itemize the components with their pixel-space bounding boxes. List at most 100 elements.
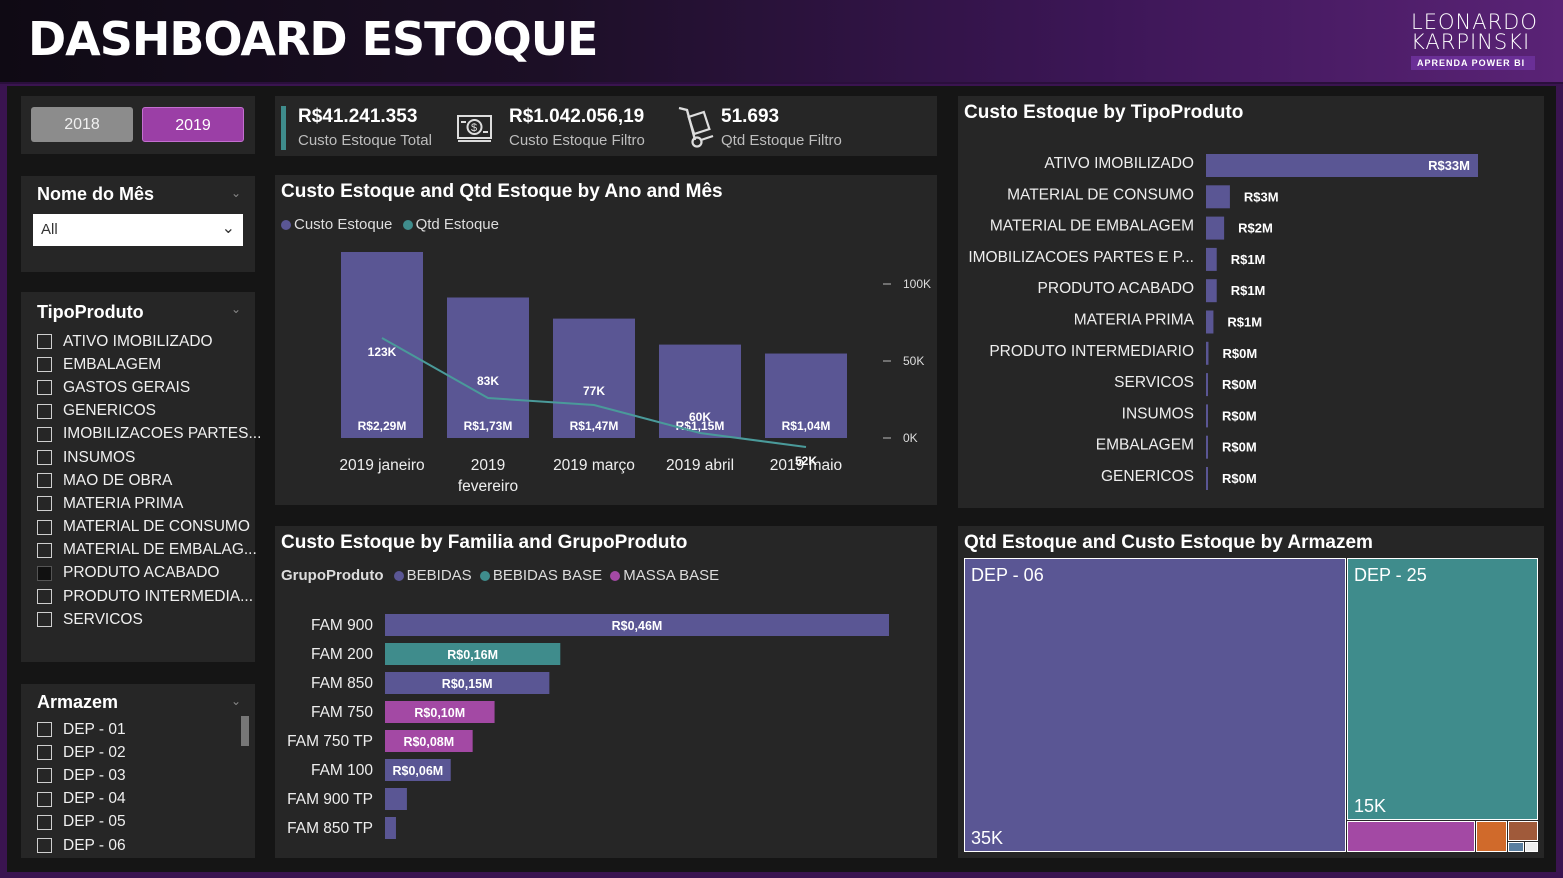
checkbox[interactable] <box>37 403 52 419</box>
checkbox-item[interactable]: DEP - 06 <box>37 834 126 857</box>
kpi-accent-bar <box>281 106 286 150</box>
checkbox-item[interactable]: MATERIAL DE EMBALAG... <box>37 539 261 562</box>
checkbox-item[interactable]: ATIVO IMOBILIZADO <box>37 330 261 353</box>
category-label: SERVICOS <box>1114 374 1194 391</box>
treemap-tile-small[interactable] <box>1508 842 1524 852</box>
checkbox-item[interactable]: MATERIAL DE CONSUMO <box>37 516 261 539</box>
armazem-scrollbar[interactable] <box>241 716 249 746</box>
category-label: EMBALAGEM <box>1096 437 1194 454</box>
checkbox-label: SERVICOS <box>63 610 143 628</box>
checkbox[interactable] <box>37 334 52 350</box>
checkbox-item[interactable]: EMBALAGEM <box>37 353 261 376</box>
line-data-label: 123K <box>368 345 397 359</box>
line-data-label: 52K <box>795 454 817 468</box>
treemap-tile-dep-06[interactable]: DEP - 06 35K <box>964 558 1346 852</box>
checkbox[interactable] <box>37 745 52 761</box>
month-dropdown[interactable]: All ⌄ <box>33 214 243 246</box>
bar-custo-estoque <box>553 318 635 438</box>
category-label: FAM 850 <box>311 675 373 692</box>
checkbox-item[interactable]: GASTOS GERAIS <box>37 376 261 399</box>
year-button-2018[interactable]: 2018 <box>31 107 133 142</box>
bar-tipoproduto <box>1206 404 1208 428</box>
kpi-qty-label: Qtd Estoque Filtro <box>721 132 842 149</box>
bar-tipoproduto <box>1206 216 1225 240</box>
checkbox-label: IMOBILIZACOES PARTES... <box>63 425 262 443</box>
collapse-chevron-icon[interactable]: ⌄ <box>230 694 241 708</box>
bar-data-label: R$0M <box>1222 471 1257 486</box>
category-label: MATERIA PRIMA <box>1074 312 1195 329</box>
collapse-chevron-icon[interactable]: ⌄ <box>230 302 241 316</box>
checkbox[interactable] <box>37 542 52 558</box>
tipoproduto-slicer: TipoProduto ⌄ ATIVO IMOBILIZADO EMBALAGEM… <box>21 292 261 662</box>
checkbox-item[interactable]: DEP - 03 <box>37 764 126 787</box>
tipoproduto-chart-plot: ATIVO IMOBILIZADO R$33M MATERIAL DE CONSUM… <box>968 154 1478 490</box>
category-label: IMOBILIZACOES PARTES E P... <box>968 249 1194 266</box>
legend-item-custo[interactable]: Custo Estoque <box>281 216 392 233</box>
checkbox[interactable] <box>37 426 52 442</box>
month-slicer-title: Nome do Mês <box>37 184 155 204</box>
logo-line-1: LEONARDO <box>1411 10 1538 34</box>
checkbox[interactable] <box>37 519 52 535</box>
checkbox-item[interactable]: IMOBILIZACOES PARTES... <box>37 423 261 446</box>
checkbox-item[interactable]: DEP - 05 <box>37 811 126 834</box>
treemap-tile-dep-25[interactable]: DEP - 25 15K <box>1347 558 1538 820</box>
checkbox[interactable] <box>37 565 52 581</box>
legend-dot <box>393 571 404 581</box>
checkbox-item[interactable]: DEP - 01 <box>37 718 126 741</box>
legend-item-bebidas[interactable]: BEBIDAS <box>393 567 472 584</box>
kpi-total-label: Custo Estoque Total <box>298 132 432 149</box>
checkbox[interactable] <box>37 496 52 512</box>
tipoproduto-slicer-title: TipoProduto <box>37 302 144 322</box>
familia-chart-legend: GrupoProduto BEBIDAS BEBIDAS BASE MASSA … <box>281 567 719 584</box>
checkbox[interactable] <box>37 814 52 830</box>
tile-label: DEP - 25 <box>1354 565 1427 585</box>
checkbox[interactable] <box>37 473 52 489</box>
legend-item-massa-base[interactable]: MASSA BASE <box>610 567 719 584</box>
checkbox-item[interactable]: GENERICOS <box>37 400 261 423</box>
bar-custo-estoque <box>659 344 741 438</box>
legend-label-custo: Custo Estoque <box>294 216 393 233</box>
bar-tipoproduto <box>1206 435 1208 459</box>
bar-data-label: R$1M <box>1231 252 1266 267</box>
category-label: 2019 janeiro <box>339 457 424 474</box>
checkbox-label: DEP - 04 <box>63 790 126 808</box>
checkbox-item[interactable]: SERVICOS <box>37 608 261 631</box>
bar-data-label: R$0,15M <box>442 677 493 691</box>
checkbox[interactable] <box>37 450 52 466</box>
checkbox[interactable] <box>37 589 52 605</box>
treemap-tile-small[interactable] <box>1476 821 1507 852</box>
treemap-tile-small[interactable] <box>1508 821 1538 841</box>
checkbox-label: INSUMOS <box>63 448 136 466</box>
legend-item-bebidas-base[interactable]: BEBIDAS BASE <box>479 567 602 584</box>
axis-tick-label: 50K <box>903 354 924 368</box>
checkbox-item[interactable]: PRODUTO INTERMEDIA... <box>37 585 261 608</box>
bar-data-label: R$0M <box>1222 346 1257 361</box>
treemap-tile-small[interactable] <box>1347 821 1475 852</box>
checkbox[interactable] <box>37 768 52 784</box>
legend-title: GrupoProduto <box>281 567 384 584</box>
checkbox-item[interactable]: MAO DE OBRA <box>37 469 261 492</box>
checkbox-item[interactable]: INSUMOS <box>37 446 261 469</box>
checkbox[interactable] <box>37 791 52 807</box>
collapse-chevron-icon[interactable]: ⌄ <box>230 186 241 200</box>
checkbox-label: GENERICOS <box>63 402 157 420</box>
category-label: PRODUTO ACABADO <box>1038 280 1194 297</box>
bar-familia <box>385 643 561 665</box>
checkbox-item[interactable]: DEP - 02 <box>37 741 126 764</box>
treemap-tile-small[interactable] <box>1525 842 1538 852</box>
checkbox-label: EMBALAGEM <box>63 355 162 373</box>
legend-dot <box>402 220 413 230</box>
checkbox[interactable] <box>37 380 52 396</box>
checkbox[interactable] <box>37 838 52 854</box>
legend-item-qtd[interactable]: Qtd Estoque <box>402 216 499 233</box>
checkbox[interactable] <box>37 722 52 738</box>
checkbox[interactable] <box>37 357 52 373</box>
category-label: 2019 maio <box>770 457 842 474</box>
checkbox-item[interactable]: DEP - 04 <box>37 788 126 811</box>
checkbox[interactable] <box>37 612 52 628</box>
checkbox-item[interactable]: PRODUTO ACABADO <box>37 562 261 585</box>
year-button-2019[interactable]: 2019 <box>142 107 244 142</box>
checkbox-item[interactable]: MATERIA PRIMA <box>37 492 261 515</box>
category-label: FAM 100 <box>311 762 373 779</box>
checkbox-label: DEP - 06 <box>63 836 126 854</box>
